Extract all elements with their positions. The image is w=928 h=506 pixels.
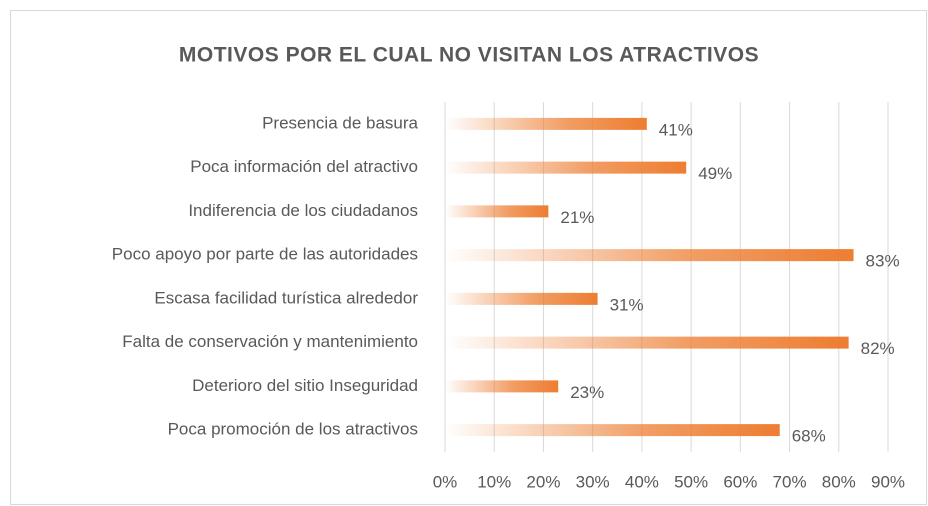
y-tick-label: Escasa facilidad turística alrededor — [154, 288, 418, 307]
x-tick-label: 90% — [871, 472, 905, 491]
y-tick-label: Presencia de basura — [262, 113, 418, 132]
bar — [445, 292, 598, 305]
data-label: 21% — [560, 208, 594, 227]
x-tick-label: 60% — [723, 472, 757, 491]
x-tick-label: 10% — [477, 472, 511, 491]
x-tick-label: 20% — [526, 472, 560, 491]
data-label: 82% — [861, 339, 895, 358]
bar — [445, 205, 549, 218]
y-tick-label: Poco apoyo por parte de las autoridades — [112, 245, 418, 264]
x-tick-label: 40% — [625, 472, 659, 491]
bar — [445, 336, 849, 349]
data-label: 41% — [659, 120, 693, 139]
y-tick-label: Falta de conservación y mantenimiento — [122, 332, 418, 351]
x-tick-label: 30% — [576, 472, 610, 491]
chart-title: MOTIVOS POR EL CUAL NO VISITAN LOS ATRAC… — [179, 44, 759, 67]
y-tick-label: Indiferencia de los ciudadanos — [188, 201, 418, 220]
bar — [445, 249, 854, 262]
bar — [445, 161, 687, 174]
bar — [445, 380, 559, 393]
data-label: 31% — [610, 295, 644, 314]
y-tick-label: Poca promoción de los atractivos — [168, 420, 418, 439]
data-label: 23% — [570, 383, 604, 402]
y-tick-label: Deterioro del sitio Inseguridad — [192, 376, 418, 395]
y-tick-label: Poca información del atractivo — [190, 157, 418, 176]
x-tick-label: 50% — [674, 472, 708, 491]
x-tick-label: 0% — [433, 472, 458, 491]
data-label: 49% — [698, 164, 732, 183]
bar — [445, 117, 647, 130]
data-label: 83% — [866, 252, 900, 271]
x-tick-label: 80% — [822, 472, 856, 491]
bar — [445, 424, 780, 437]
data-label: 68% — [792, 427, 826, 446]
x-tick-label: 70% — [773, 472, 807, 491]
